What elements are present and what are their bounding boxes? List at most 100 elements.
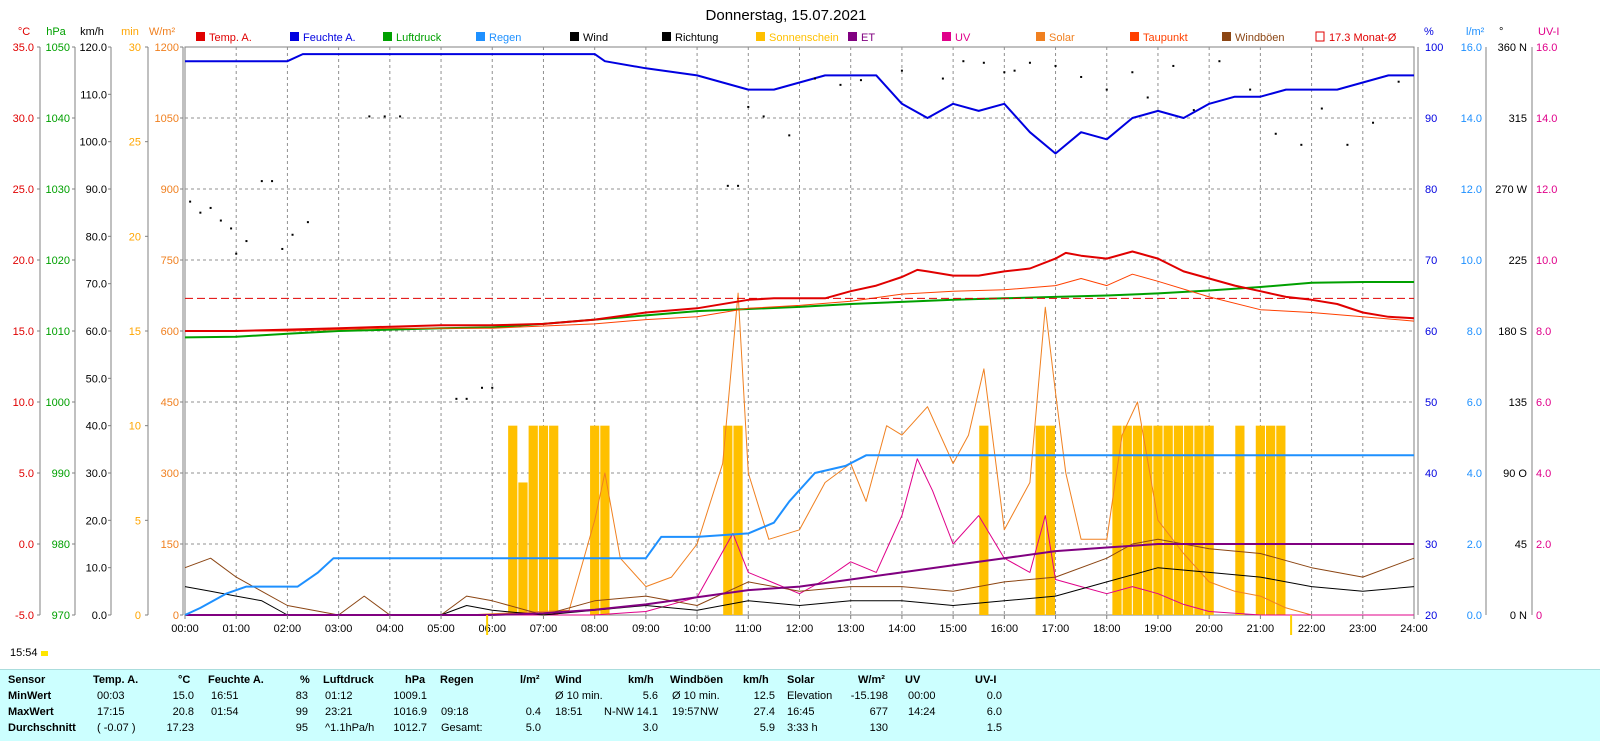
left-axes: °C 35.0 30.0 25.0 20.0 15.0 10.0 5.0 0.0 -5.0 hPa 1…: [13, 26, 184, 622]
stat-cell-gust: Ø 10 min.: [672, 690, 720, 702]
sunshine-bar: [1143, 425, 1153, 615]
left-axis-tick-label: 60.0: [86, 326, 107, 338]
stat-cell-wind: 14.1: [636, 706, 658, 718]
stat-cell-solar: 3:33 h: [787, 722, 818, 734]
left-axis-tick-label: 110.0: [80, 89, 107, 101]
right-axis-tick-label: 2.0: [1536, 539, 1551, 551]
stat-cell-gust: 27.4: [753, 706, 775, 718]
x-axis-tick-label: 00:00: [171, 623, 199, 635]
left-axis-tick-label: 10.0: [13, 397, 34, 409]
left-axis-tick-label: 1030: [46, 184, 70, 196]
direction-point: [306, 221, 309, 224]
left-axis-tick-label: 25.0: [13, 184, 34, 196]
left-axis-unit-2: km/h: [80, 26, 104, 38]
stat-cell-temp: 20.8: [172, 706, 194, 718]
left-axis-unit-4: W/m²: [149, 26, 176, 38]
legend-label-feuchte-a: Feuchte A.: [303, 32, 356, 44]
right-axis-tick-label: 270 W: [1495, 184, 1527, 196]
left-axis-tick-label: 30.0: [86, 468, 107, 480]
left-axis-tick-label: 50.0: [86, 373, 107, 385]
right-axis-tick-label: 0 N: [1510, 610, 1527, 622]
weather-chart: Donnerstag, 15.07.2021 Temp. A. Feuchte A…: [13, 7, 1559, 635]
series-line-taupunkt: [185, 273, 1415, 332]
sunshine-bar: [600, 425, 610, 615]
stat-cell-uv: 6.0: [986, 706, 1002, 718]
stat-unit-pres: hPa: [405, 674, 426, 686]
clock-label: 15:54: [10, 647, 38, 659]
sunshine-bar: [1173, 425, 1184, 615]
left-axis-tick-label: 40.0: [86, 421, 107, 433]
right-axis-tick-label: 2.0: [1467, 539, 1482, 551]
direction-point: [1054, 64, 1057, 67]
stat-cell-hum: 01:54: [211, 706, 239, 718]
stat-header-rain: Regen: [440, 674, 474, 686]
right-axis-tick-label: 225: [1509, 255, 1527, 267]
legend-label-regen: Regen: [489, 32, 521, 44]
sunshine-bar: [528, 425, 538, 615]
left-axis-tick-label: 600: [161, 326, 179, 338]
stat-cell-hum: 95: [295, 722, 308, 734]
right-axis-tick-label: 16.0: [1536, 42, 1557, 54]
x-axis-tick-label: 21:00: [1247, 623, 1275, 635]
x-axis-tick-label: 19:00: [1144, 623, 1172, 635]
legend-swatch-windb-en: [1222, 32, 1231, 41]
direction-point: [271, 180, 274, 183]
legend-label-et: ET: [861, 32, 875, 44]
left-axis-tick-label: 1000: [46, 397, 70, 409]
direction-point: [399, 115, 402, 118]
direction-point: [209, 206, 212, 209]
left-axis-tick-label: 20: [129, 231, 141, 243]
direction-point: [1300, 143, 1303, 146]
direction-point: [982, 61, 985, 64]
stat-cell-hum: 99: [295, 706, 308, 718]
series-line-uv: [185, 458, 1414, 616]
left-axis-tick-label: 30: [129, 42, 141, 54]
right-axis-tick-label: 14.0: [1461, 113, 1482, 125]
legend: Temp. A. Feuchte A. Luftdruck Regen Wind Rich…: [196, 31, 1397, 44]
left-axis-tick-label: 15: [129, 326, 141, 338]
left-axis-tick-label: 25: [129, 137, 141, 149]
left-axis-tick-label: 750: [161, 255, 179, 267]
legend-label-windb-en: Windböen: [1235, 32, 1285, 44]
stat-header-gust: Windböen: [670, 674, 724, 686]
direction-point: [900, 69, 903, 72]
x-axis-tick-label: 11:00: [735, 623, 762, 635]
direction-point: [859, 79, 862, 82]
left-axis-tick-label: 970: [52, 610, 70, 622]
x-axis-tick-label: 15:00: [939, 623, 967, 635]
left-axis-tick-label: 1010: [46, 326, 70, 338]
legend-label-17-3-monat: 17.3 Monat-Ø: [1329, 32, 1397, 44]
direction-point: [199, 211, 202, 214]
stat-cell-solar: 16:45: [787, 706, 815, 718]
x-axis-tick-label: 08:00: [581, 623, 609, 635]
stat-cell-wind: 5.6: [642, 690, 658, 702]
stat-cell-gust: 19:57: [672, 706, 700, 718]
stat-cell-solar: -15.198: [850, 690, 888, 702]
left-axis-tick-label: 90.0: [86, 184, 107, 196]
left-axis-tick-label: 35.0: [13, 42, 34, 54]
right-axis-tick-label: 45: [1515, 539, 1527, 551]
direction-point: [1372, 121, 1375, 124]
stat-unit-rain: l/m²: [520, 674, 540, 686]
x-axis-tick-label: 24:00: [1400, 623, 1428, 635]
right-axis-tick-label: 14.0: [1536, 113, 1557, 125]
right-axis-unit-0: %: [1424, 26, 1434, 38]
stat-cell-pres: ^1.1hPa/h: [325, 722, 375, 734]
left-axis-tick-label: 10.0: [86, 563, 107, 575]
direction-point: [368, 115, 371, 118]
right-axis-tick-label: 315: [1509, 113, 1527, 125]
direction-point: [839, 83, 842, 86]
right-axis-tick-label: 20: [1425, 610, 1437, 622]
left-axis-unit-0: °C: [18, 26, 30, 38]
sunshine-bar: [1132, 425, 1143, 615]
stat-cell-solar: Elevation: [787, 690, 833, 702]
series-line-luftdruck: [184, 281, 1414, 339]
direction-point: [762, 115, 765, 118]
legend-label-luftdruck: Luftdruck: [396, 32, 442, 44]
sunshine-bar: [1122, 425, 1132, 615]
left-axis-tick-label: 0.0: [92, 610, 107, 622]
x-axis-tick-label: 17:00: [1042, 623, 1070, 635]
direction-point: [1080, 75, 1083, 78]
direction-point: [281, 247, 284, 250]
stat-row-avg: Durchschnitt: [8, 722, 76, 734]
